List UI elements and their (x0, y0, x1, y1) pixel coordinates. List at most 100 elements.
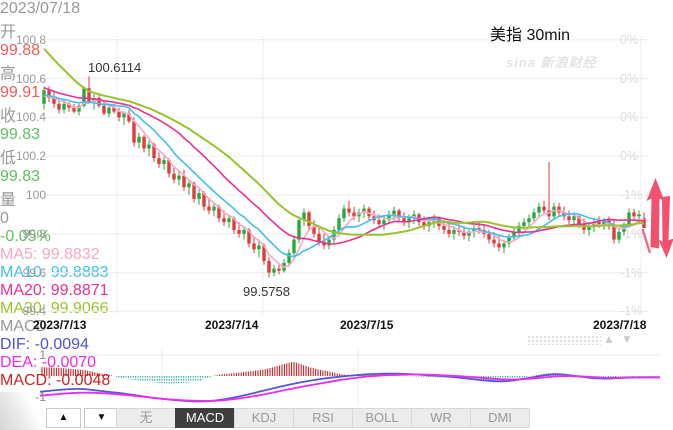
tab-rsi[interactable]: RSI (293, 408, 353, 428)
tab-dmi[interactable]: DMI (470, 408, 530, 428)
candle-body (77, 105, 81, 112)
tab-kdj[interactable]: KDJ (234, 408, 294, 428)
candle-body (552, 206, 556, 217)
candle-body (527, 218, 531, 223)
pager-up-button[interactable]: ▲ (46, 408, 81, 428)
date-tick-label: 2023/7/13 (33, 318, 87, 332)
candle-body (247, 229, 251, 244)
candle-body (147, 144, 151, 149)
panel-collapse-down-icon[interactable]: ▼ (621, 332, 633, 346)
percent-tick-label: 0% (620, 71, 639, 86)
macd-values-row: MACD DIF: -0.0094 DEA: -0.0070 MACD: -0.004… (0, 318, 673, 390)
panel-collapse-up-icon[interactable]: ▲ (603, 332, 615, 346)
ma-value-label: MA20: 99.8871 (0, 282, 109, 299)
candle-body (342, 208, 346, 219)
candle-body (452, 229, 456, 234)
candle-body (492, 239, 496, 244)
candle-body (317, 233, 321, 242)
ohlc-segment: 量 (0, 192, 17, 209)
tab-boll[interactable]: BOLL (352, 408, 412, 428)
candle-body (572, 216, 576, 221)
candle-body (362, 208, 366, 213)
candle-body (237, 229, 241, 234)
date-tick-label: 2023/7/15 (340, 318, 394, 332)
high-annotation: 100.6114 (88, 60, 142, 75)
candle-body (507, 237, 511, 244)
candle-body (192, 183, 196, 199)
candle-body (82, 88, 86, 106)
ohlc-segment: 99.83 (0, 168, 41, 185)
candle-body (302, 212, 306, 221)
indicator-tabs: 无 MACD KDJ RSI BOLL WR DMI (116, 408, 530, 428)
candle-body (217, 206, 221, 219)
candle-body (67, 103, 71, 108)
candle-body (272, 268, 276, 273)
candle-body (227, 218, 231, 223)
ma20-line (43, 87, 645, 245)
corner-shadow (0, 392, 46, 430)
candle-body (87, 88, 91, 102)
candle-body (132, 121, 136, 143)
ma-value-label: MA5: 99.8832 (0, 246, 100, 263)
candle-body (137, 136, 141, 143)
macd-value-label: MACD (0, 318, 48, 335)
ohlc-segment: 开 (0, 24, 17, 41)
tab-无[interactable]: 无 (116, 408, 176, 428)
candle-body (397, 210, 401, 219)
candle-body (242, 229, 246, 234)
candle-body (297, 220, 301, 240)
candle-body (352, 212, 356, 217)
macd-axis-bottom: -1 (35, 390, 46, 404)
macd-dea-line (39, 373, 661, 402)
macd-axis-top: 1 (39, 348, 46, 362)
candle-body (57, 103, 61, 110)
ohlc-segment: 低 (0, 150, 17, 167)
candle-body (62, 103, 66, 110)
tab-macd[interactable]: MACD (175, 408, 235, 428)
candle-body (617, 231, 621, 240)
candle-body (447, 229, 451, 234)
candle-body (162, 160, 166, 164)
annotation-arrow-up-icon (646, 178, 665, 249)
price-tick-label: 99.6 (22, 265, 46, 280)
candle-body (577, 216, 581, 225)
candle-body (167, 160, 171, 174)
drag-handle-dots[interactable] (527, 335, 601, 345)
ma30-line (43, 48, 645, 236)
candle-body (197, 193, 201, 199)
candle-body (497, 243, 501, 248)
ohlc-segment: 高 (0, 66, 17, 83)
ma10-line (43, 94, 645, 258)
candle-body (632, 212, 636, 217)
candle-body (97, 98, 101, 106)
candle-body (602, 220, 606, 225)
ohlc-segment: 收 (0, 108, 17, 125)
percent-tick-label: -1% (620, 304, 643, 319)
candle-body (502, 243, 506, 248)
date-tick-label: 2023/7/18 (593, 318, 647, 332)
candle-body (277, 268, 281, 271)
ohlc-segment: 2023/07/18 (0, 0, 81, 17)
price-tick-label: 99.4 (22, 304, 46, 319)
candle-body (47, 90, 51, 98)
candle-body (312, 226, 316, 234)
candle-body (387, 214, 391, 221)
candle-body (442, 226, 446, 230)
candle-body (512, 231, 516, 238)
ohlc-segment: 99.88 (0, 42, 41, 59)
ohlc-segment: 99.91 (0, 84, 41, 101)
candle-body (152, 144, 156, 159)
date-tick-label: 2023/7/14 (205, 318, 259, 332)
percent-tick-label: -1% (620, 226, 643, 241)
candle-body (407, 218, 411, 223)
candle-body (142, 136, 146, 149)
tab-wr[interactable]: WR (411, 408, 471, 428)
candle-body (207, 206, 211, 211)
candle-body (222, 218, 226, 223)
pager-down-button[interactable]: ▼ (84, 408, 119, 428)
candle-body (627, 212, 631, 225)
candle-body (542, 206, 546, 211)
macd-value-label: DIF: -0.0094 (0, 336, 89, 353)
candle-body (112, 107, 116, 112)
